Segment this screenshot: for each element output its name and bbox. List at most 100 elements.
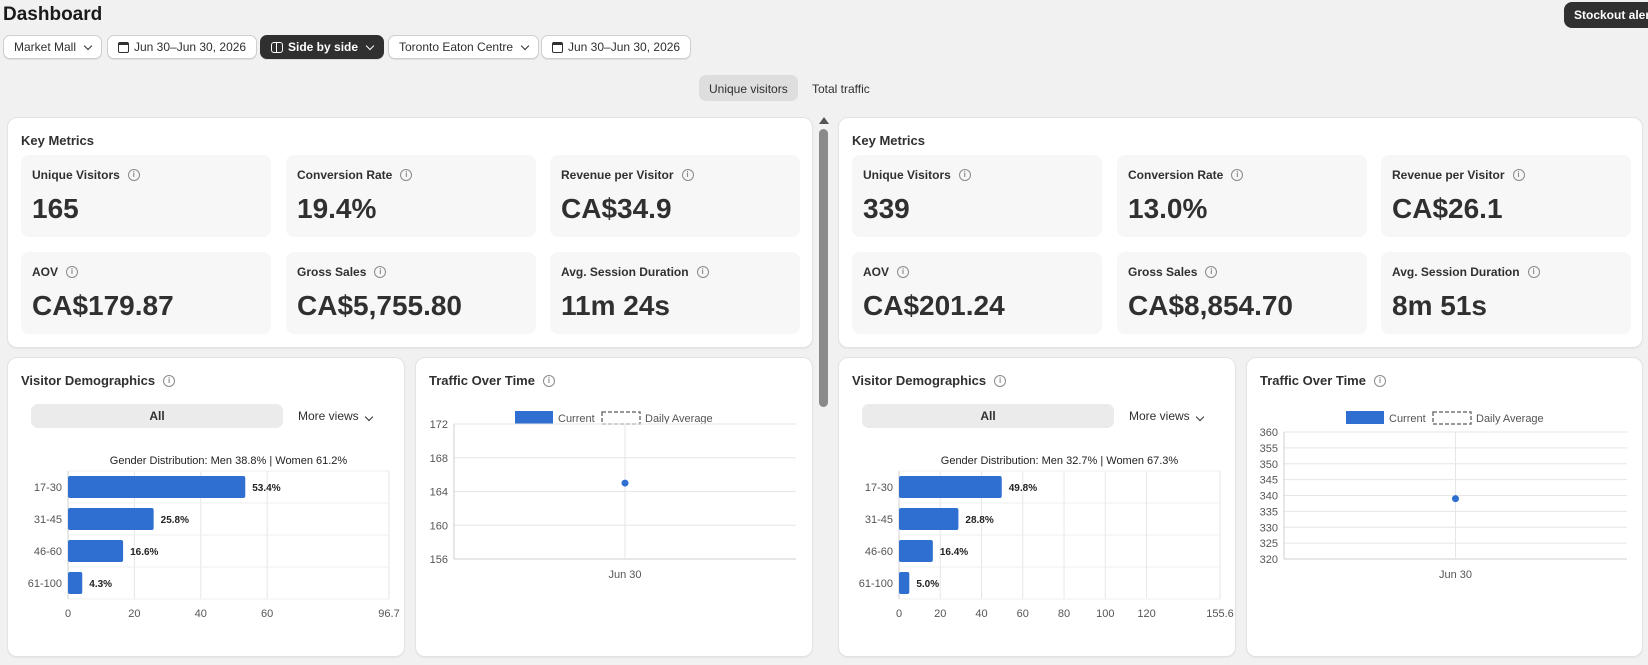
y-tick-label: 61-100 bbox=[28, 578, 62, 590]
date-b-picker[interactable]: Jun 30–Jun 30, 2026 bbox=[541, 35, 692, 59]
y-tick-label: 340 bbox=[1260, 491, 1278, 503]
date-a-picker[interactable]: Jun 30–Jun 30, 2026 bbox=[107, 35, 258, 59]
info-icon[interactable]: i bbox=[1205, 266, 1218, 278]
x-tick-label: 20 bbox=[128, 608, 140, 620]
metric-tile: Unique Visitors i 339 bbox=[852, 155, 1102, 237]
store-a-select[interactable]: Market Mall bbox=[3, 35, 103, 59]
card-title: Visitor Demographics i bbox=[852, 373, 1007, 388]
visitor-demographics-card-left: Visitor Demographics i All More views Ge… bbox=[7, 357, 405, 657]
info-icon[interactable]: i bbox=[374, 266, 387, 278]
y-tick-label: 17-30 bbox=[34, 482, 62, 494]
info-icon[interactable]: i bbox=[1527, 266, 1540, 278]
calendar-icon bbox=[118, 41, 129, 53]
card-title: Visitor Demographics i bbox=[21, 373, 176, 388]
info-icon[interactable]: i bbox=[127, 169, 140, 181]
segment-all[interactable]: All bbox=[862, 404, 1114, 428]
info-icon[interactable]: i bbox=[696, 266, 709, 278]
metric-value: CA$26.1 bbox=[1392, 193, 1503, 224]
data-point bbox=[1452, 495, 1459, 503]
metric-value: 19.4% bbox=[297, 193, 377, 224]
x-tick-label: 80 bbox=[1058, 608, 1070, 620]
info-icon[interactable]: i bbox=[163, 374, 176, 387]
metric-label: AOV i bbox=[32, 265, 79, 279]
info-icon[interactable]: i bbox=[681, 169, 694, 181]
scroll-up-arrow[interactable] bbox=[819, 117, 829, 124]
more-views-dropdown[interactable]: More views bbox=[1129, 409, 1205, 423]
segment-all[interactable]: All bbox=[31, 404, 283, 428]
metric-label-text: AOV bbox=[863, 265, 890, 279]
metric-tile: Conversion Rate i 19.4% bbox=[286, 155, 536, 237]
info-icon[interactable]: i bbox=[1512, 169, 1525, 181]
card-title: Key Metrics bbox=[852, 133, 925, 148]
compare-mode-select[interactable]: Side by side bbox=[260, 35, 385, 59]
chevron-down-icon bbox=[365, 41, 375, 50]
metric-tile: Conversion Rate i 13.0% bbox=[1117, 155, 1367, 237]
info-icon[interactable]: i bbox=[994, 374, 1007, 387]
x-tick-label: Jun 30 bbox=[1439, 569, 1472, 581]
metric-label: Conversion Rate i bbox=[1128, 168, 1244, 182]
x-tick-label: 96.7 bbox=[378, 608, 399, 620]
calendar-icon bbox=[552, 41, 563, 53]
y-tick-label: 350 bbox=[1260, 459, 1278, 471]
key-metrics-card-left: Key Metrics Unique Visitors i 165 Conversio… bbox=[7, 117, 813, 348]
bar bbox=[899, 476, 1002, 498]
tab-total-traffic[interactable]: Total traffic bbox=[812, 82, 870, 96]
info-icon[interactable]: i bbox=[1231, 169, 1244, 181]
y-tick-label: 320 bbox=[1260, 554, 1278, 566]
store-b-select[interactable]: Toronto Eaton Centre bbox=[388, 35, 540, 59]
info-icon[interactable]: i bbox=[897, 266, 910, 278]
more-views-label: More views bbox=[1129, 409, 1190, 423]
info-icon[interactable]: i bbox=[1373, 374, 1386, 387]
metric-label-text: Unique Visitors bbox=[863, 168, 951, 182]
metric-value: 339 bbox=[863, 193, 910, 224]
x-tick-label: 0 bbox=[65, 608, 71, 620]
y-tick-label: 31-45 bbox=[865, 514, 893, 526]
y-tick-label: 172 bbox=[430, 419, 448, 431]
metric-label: Unique Visitors i bbox=[32, 168, 140, 182]
tab-unique-visitors[interactable]: Unique visitors bbox=[699, 75, 798, 101]
metric-label: Conversion Rate i bbox=[297, 168, 413, 182]
demographics-chart: Gender Distribution: Men 38.8% | Women 6… bbox=[28, 455, 400, 620]
bar bbox=[899, 572, 910, 594]
y-tick-label: 160 bbox=[430, 520, 448, 532]
stockout-alerts-button[interactable]: Stockout alerts bbox=[1564, 2, 1648, 28]
y-tick-label: 46-60 bbox=[34, 546, 62, 558]
x-tick-label: 0 bbox=[896, 608, 902, 620]
metric-label: Avg. Session Duration i bbox=[561, 265, 709, 279]
card-title: Traffic Over Time i bbox=[1260, 373, 1386, 388]
info-icon[interactable]: i bbox=[958, 169, 971, 181]
traffic-chart: Current Daily Average 156 160 164 168 172 Jun 3… bbox=[430, 411, 796, 581]
y-tick-label: 360 bbox=[1260, 427, 1278, 439]
legend-swatch-average bbox=[601, 411, 641, 425]
metric-tile: Avg. Session Duration i 11m 24s bbox=[550, 252, 800, 334]
metric-tile: Unique Visitors i 165 bbox=[21, 155, 271, 237]
data-label: 25.8% bbox=[161, 515, 189, 526]
x-tick-label: 60 bbox=[1017, 608, 1029, 620]
more-views-dropdown[interactable]: More views bbox=[298, 409, 374, 423]
info-icon[interactable]: i bbox=[66, 266, 79, 278]
page-title: Dashboard bbox=[3, 4, 103, 25]
legend-label: Current bbox=[1389, 413, 1426, 425]
y-tick-label: 31-45 bbox=[34, 514, 62, 526]
x-tick-label: 20 bbox=[934, 608, 946, 620]
card-title-text: Traffic Over Time bbox=[429, 373, 535, 388]
bar bbox=[899, 508, 959, 530]
x-tick-label: 100 bbox=[1096, 608, 1114, 620]
store-a-label: Market Mall bbox=[14, 40, 77, 54]
chevron-down-icon bbox=[520, 41, 530, 50]
metric-label-text: Unique Visitors bbox=[32, 168, 120, 182]
scrollbar[interactable] bbox=[816, 117, 830, 407]
scrollbar-thumb[interactable] bbox=[819, 129, 828, 407]
key-metrics-card-right: Key Metrics Unique Visitors i 339 Conversio… bbox=[838, 117, 1643, 348]
info-icon[interactable]: i bbox=[400, 169, 413, 181]
metric-value: CA$201.24 bbox=[863, 290, 1005, 321]
metric-tile: Gross Sales i CA$5,755.80 bbox=[286, 252, 536, 334]
x-tick-label: 60 bbox=[261, 608, 273, 620]
card-title: Key Metrics bbox=[21, 133, 94, 148]
metric-label: Gross Sales i bbox=[297, 265, 387, 279]
metric-label: Avg. Session Duration i bbox=[1392, 265, 1540, 279]
metric-tile: Revenue per Visitor i CA$34.9 bbox=[550, 155, 800, 237]
store-b-label: Toronto Eaton Centre bbox=[399, 40, 514, 54]
info-icon[interactable]: i bbox=[542, 374, 555, 387]
y-tick-label: 156 bbox=[430, 554, 448, 566]
